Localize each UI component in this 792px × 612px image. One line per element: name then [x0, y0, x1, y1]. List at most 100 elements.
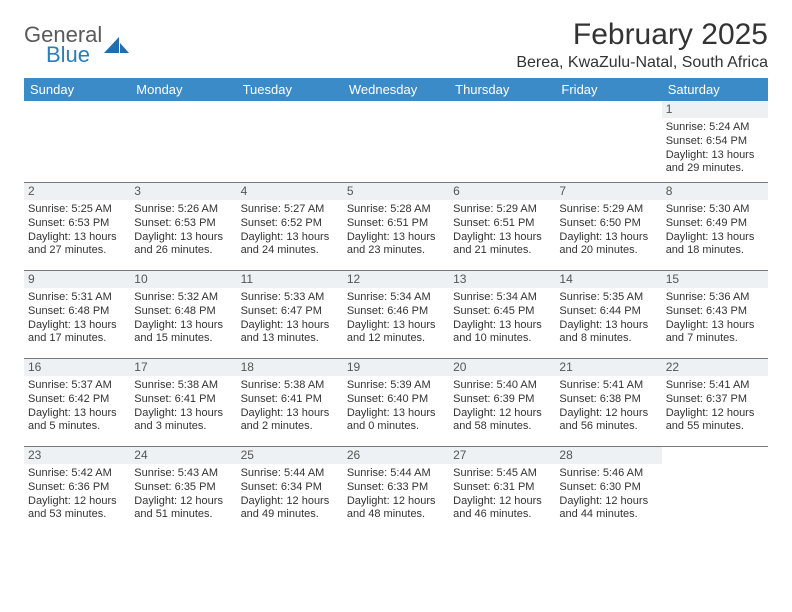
daylight-text: and 20 minutes.	[559, 244, 657, 258]
day-number: 20	[449, 359, 555, 376]
sunrise-text: Sunrise: 5:30 AM	[666, 203, 764, 217]
calendar-body: 1Sunrise: 5:24 AMSunset: 6:54 PMDaylight…	[24, 101, 768, 535]
daylight-text: Daylight: 13 hours	[134, 407, 232, 421]
daylight-text: Daylight: 12 hours	[347, 495, 445, 509]
sunrise-text: Sunrise: 5:45 AM	[453, 467, 551, 481]
brand-sail-icon	[104, 35, 130, 60]
calendar-day-cell: 28 Sunrise: 5:46 AMSunset: 6:30 PMDayligh…	[555, 447, 661, 535]
sunset-text: Sunset: 6:49 PM	[666, 217, 764, 231]
day-number: 8	[662, 183, 768, 200]
sunrise-text: Sunrise: 5:43 AM	[134, 467, 232, 481]
day-header: Saturday	[662, 78, 768, 101]
daylight-text: Daylight: 12 hours	[134, 495, 232, 509]
sunrise-text: Sunrise: 5:25 AM	[28, 203, 126, 217]
sunrise-text: Sunrise: 5:34 AM	[453, 291, 551, 305]
daylight-text: and 26 minutes.	[134, 244, 232, 258]
daylight-text: Daylight: 13 hours	[134, 231, 232, 245]
day-number: 23	[24, 447, 130, 464]
brand-line2: Blue	[24, 44, 102, 66]
daylight-text: and 17 minutes.	[28, 332, 126, 346]
calendar-day-cell: 24 Sunrise: 5:43 AMSunset: 6:35 PMDayligh…	[130, 447, 236, 535]
daylight-text: Daylight: 13 hours	[559, 319, 657, 333]
sunset-text: Sunset: 6:43 PM	[666, 305, 764, 319]
daylight-text: and 12 minutes.	[347, 332, 445, 346]
day-number: 6	[449, 183, 555, 200]
calendar-empty-cell	[555, 101, 661, 183]
daylight-text: and 49 minutes.	[241, 508, 339, 522]
sunrise-text: Sunrise: 5:42 AM	[28, 467, 126, 481]
daylight-text: and 8 minutes.	[559, 332, 657, 346]
sunset-text: Sunset: 6:51 PM	[347, 217, 445, 231]
daylight-text: and 23 minutes.	[347, 244, 445, 258]
day-number: 14	[555, 271, 661, 288]
calendar-day-cell: 11Sunrise: 5:33 AMSunset: 6:47 PMDayligh…	[237, 271, 343, 359]
daylight-text: Daylight: 13 hours	[241, 407, 339, 421]
day-header: Thursday	[449, 78, 555, 101]
sunrise-text: Sunrise: 5:37 AM	[28, 379, 126, 393]
sunset-text: Sunset: 6:48 PM	[28, 305, 126, 319]
calendar-week-row: 9 Sunrise: 5:31 AMSunset: 6:48 PM Daylight…	[24, 271, 768, 359]
daylight-text: Daylight: 12 hours	[666, 407, 764, 421]
day-number: 22	[662, 359, 768, 376]
sunset-text: Sunset: 6:30 PM	[559, 481, 657, 495]
sunset-text: Sunset: 6:37 PM	[666, 393, 764, 407]
daylight-text: and 51 minutes.	[134, 508, 232, 522]
daylight-text: and 46 minutes.	[453, 508, 551, 522]
daylight-text: and 44 minutes.	[559, 508, 657, 522]
daylight-text: and 7 minutes.	[666, 332, 764, 346]
sunrise-text: Sunrise: 5:35 AM	[559, 291, 657, 305]
sunrise-text: Sunrise: 5:46 AM	[559, 467, 657, 481]
calendar-day-cell: 22Sunrise: 5:41 AMSunset: 6:37 PMDayligh…	[662, 359, 768, 447]
sunset-text: Sunset: 6:50 PM	[559, 217, 657, 231]
sunrise-text: Sunrise: 5:36 AM	[666, 291, 764, 305]
day-header-row: SundayMondayTuesdayWednesdayThursdayFrid…	[24, 78, 768, 101]
calendar-day-cell: 27Sunrise: 5:45 AMSunset: 6:31 PMDayligh…	[449, 447, 555, 535]
day-number: 12	[343, 271, 449, 288]
day-number: 24	[130, 447, 236, 464]
daylight-text: and 56 minutes.	[559, 420, 657, 434]
daylight-text: Daylight: 12 hours	[559, 495, 657, 509]
day-number: 9	[24, 271, 130, 288]
daylight-text: Daylight: 13 hours	[559, 231, 657, 245]
sunset-text: Sunset: 6:53 PM	[134, 217, 232, 231]
sunrise-text: Sunrise: 5:29 AM	[453, 203, 551, 217]
calendar-day-cell: 21Sunrise: 5:41 AMSunset: 6:38 PMDayligh…	[555, 359, 661, 447]
calendar-day-cell: 4Sunrise: 5:27 AMSunset: 6:52 PMDaylight…	[237, 183, 343, 271]
daylight-text: and 15 minutes.	[134, 332, 232, 346]
daylight-text: and 13 minutes.	[241, 332, 339, 346]
day-number: 1	[662, 101, 768, 118]
sunrise-text: Sunrise: 5:38 AM	[241, 379, 339, 393]
sunset-text: Sunset: 6:34 PM	[241, 481, 339, 495]
calendar-day-cell: 8Sunrise: 5:30 AMSunset: 6:49 PMDaylight…	[662, 183, 768, 271]
daylight-text: Daylight: 13 hours	[347, 319, 445, 333]
sunset-text: Sunset: 6:38 PM	[559, 393, 657, 407]
daylight-text: Daylight: 12 hours	[453, 495, 551, 509]
location-subtitle: Berea, KwaZulu-Natal, South Africa	[516, 54, 768, 72]
calendar-empty-cell	[130, 101, 236, 183]
day-number: 16	[24, 359, 130, 376]
sunset-text: Sunset: 6:35 PM	[134, 481, 232, 495]
daylight-text: Daylight: 12 hours	[559, 407, 657, 421]
month-title: February 2025	[516, 18, 768, 52]
calendar-day-cell: 9Sunrise: 5:31 AMSunset: 6:48 PMDaylight…	[24, 271, 130, 359]
daylight-text: Daylight: 13 hours	[28, 231, 126, 245]
daylight-text: Daylight: 13 hours	[453, 231, 551, 245]
sunset-text: Sunset: 6:51 PM	[453, 217, 551, 231]
calendar-week-row: 2Sunrise: 5:25 AMSunset: 6:53 PMDaylight…	[24, 183, 768, 271]
daylight-text: Daylight: 13 hours	[666, 319, 764, 333]
daylight-text: and 58 minutes.	[453, 420, 551, 434]
daylight-text: and 21 minutes.	[453, 244, 551, 258]
sunset-text: Sunset: 6:47 PM	[241, 305, 339, 319]
daylight-text: and 48 minutes.	[347, 508, 445, 522]
sunset-text: Sunset: 6:46 PM	[347, 305, 445, 319]
sunrise-text: Sunrise: 5:27 AM	[241, 203, 339, 217]
sunrise-text: Sunrise: 5:31 AM	[28, 291, 126, 305]
day-number: 28	[555, 447, 661, 464]
sunrise-text: Sunrise: 5:38 AM	[134, 379, 232, 393]
day-number: 11	[237, 271, 343, 288]
calendar-day-cell: 17Sunrise: 5:38 AMSunset: 6:41 PMDayligh…	[130, 359, 236, 447]
day-header: Sunday	[24, 78, 130, 101]
daylight-text: Daylight: 13 hours	[347, 231, 445, 245]
calendar-day-cell: 26Sunrise: 5:44 AMSunset: 6:33 PMDayligh…	[343, 447, 449, 535]
sunset-text: Sunset: 6:41 PM	[134, 393, 232, 407]
